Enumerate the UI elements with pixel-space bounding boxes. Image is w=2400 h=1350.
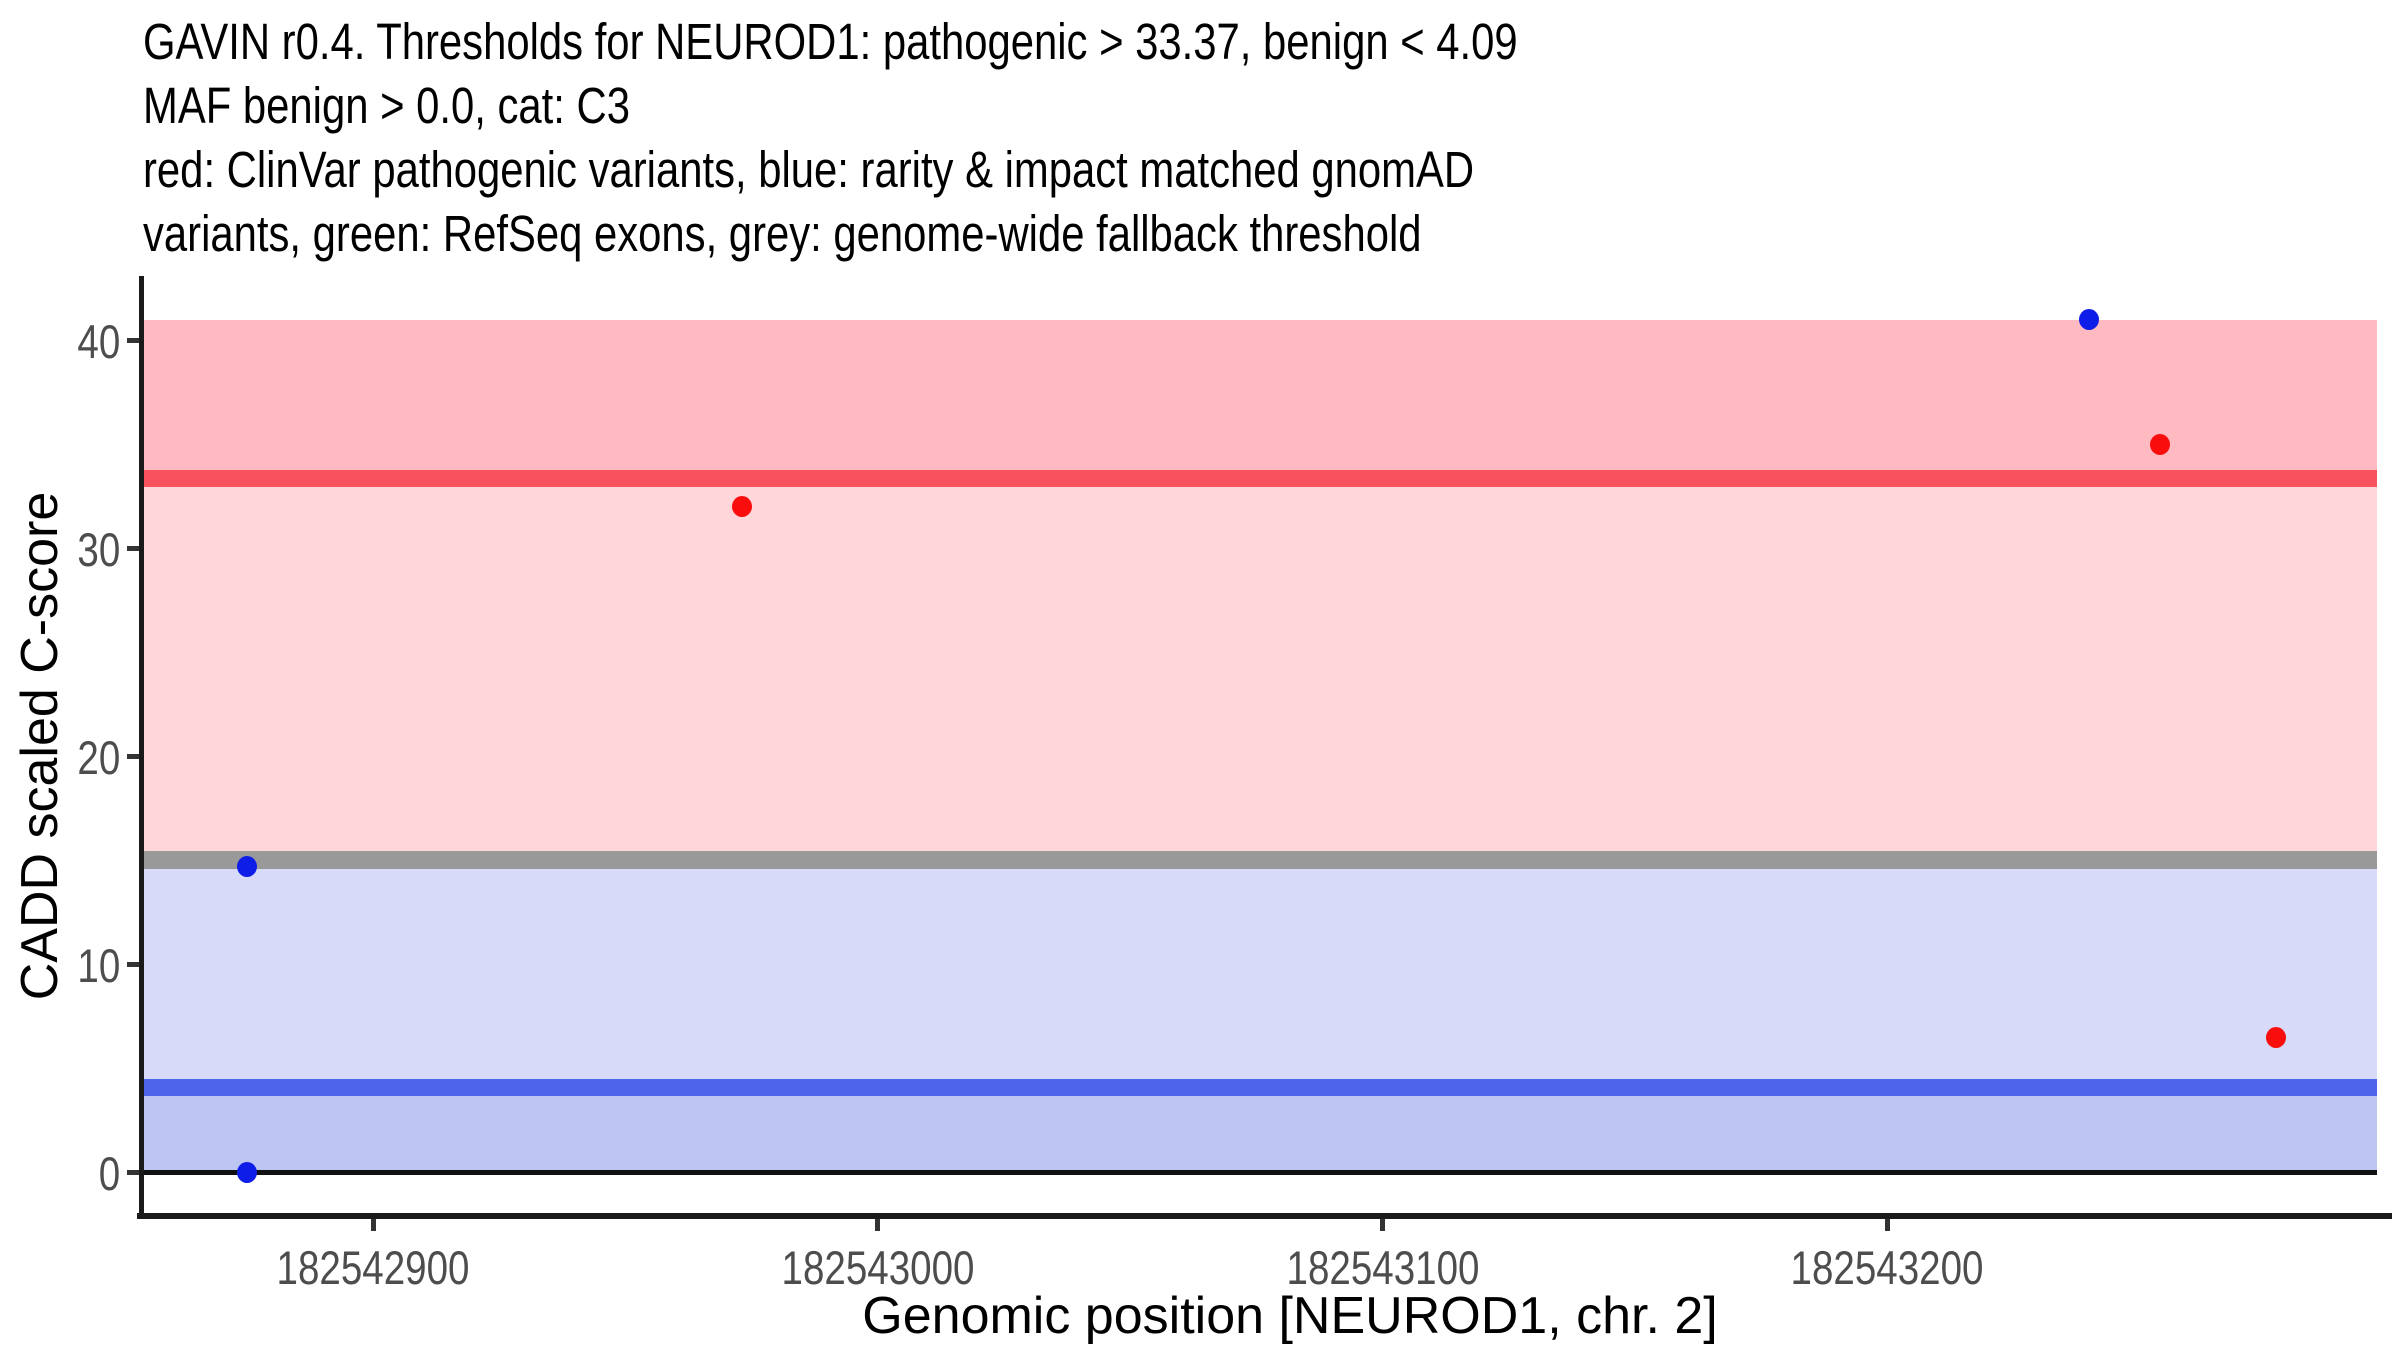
uncertain-lower-zone-band [141,860,2377,1088]
pathogenic-zone-band [141,319,2377,479]
x-tick-mark [1884,1219,1890,1231]
benign-zone-band [141,1087,2377,1173]
clinvar-variant-point [2149,433,2170,455]
benign-threshold-line [141,1078,2377,1096]
x-tick-mark [370,1219,376,1231]
y-tick-label: 40 [77,315,120,369]
x-tick-mark [875,1219,881,1231]
plot-title-line-2: MAF benign > 0.0, cat: C3 [143,77,631,134]
y-axis-title: CADD scaled C-score [11,491,69,1001]
y-tick-mark [127,337,139,343]
y-tick-mark [127,961,139,967]
y-axis-line [138,276,144,1218]
x-tick-label: 182543100 [1286,1241,1480,1294]
x-tick-label: 182542900 [276,1241,470,1294]
plot-title-line-3: red: ClinVar pathogenic variants, blue: … [143,141,1475,198]
plot-title: GAVIN r0.4. Thresholds for NEUROD1: path… [143,10,1518,266]
zero-baseline [141,1169,2377,1175]
clinvar-variant-point [731,496,752,518]
y-tick-label: 0 [98,1147,120,1201]
y-tick-label: 20 [77,731,120,785]
genome-wide-fallback-line [141,851,2377,870]
x-axis-title: Genomic position [NEUROD1, chr. 2] [862,1287,1718,1345]
x-tick-label: 182543000 [781,1241,975,1294]
x-axis-line [137,1213,2392,1219]
y-tick-mark [127,753,139,759]
plot-title-line-4: variants, green: RefSeq exons, grey: gen… [143,205,1422,262]
plot-title-line-1: GAVIN r0.4. Thresholds for NEUROD1: path… [143,13,1518,70]
gnomad-variant-point [236,1161,257,1183]
x-tick-label: 182543200 [1790,1241,1984,1294]
gnomad-variant-point [2079,309,2100,331]
pathogenic-threshold-line [141,469,2377,487]
y-tick-mark [127,1169,139,1175]
y-tick-mark [127,545,139,551]
gnomad-variant-point [236,856,257,878]
clinvar-variant-point [2266,1026,2287,1048]
x-tick-mark [1380,1219,1386,1231]
y-tick-label: 10 [77,939,120,993]
y-tick-label: 30 [77,523,120,577]
uncertain-upper-zone-band [141,478,2377,861]
